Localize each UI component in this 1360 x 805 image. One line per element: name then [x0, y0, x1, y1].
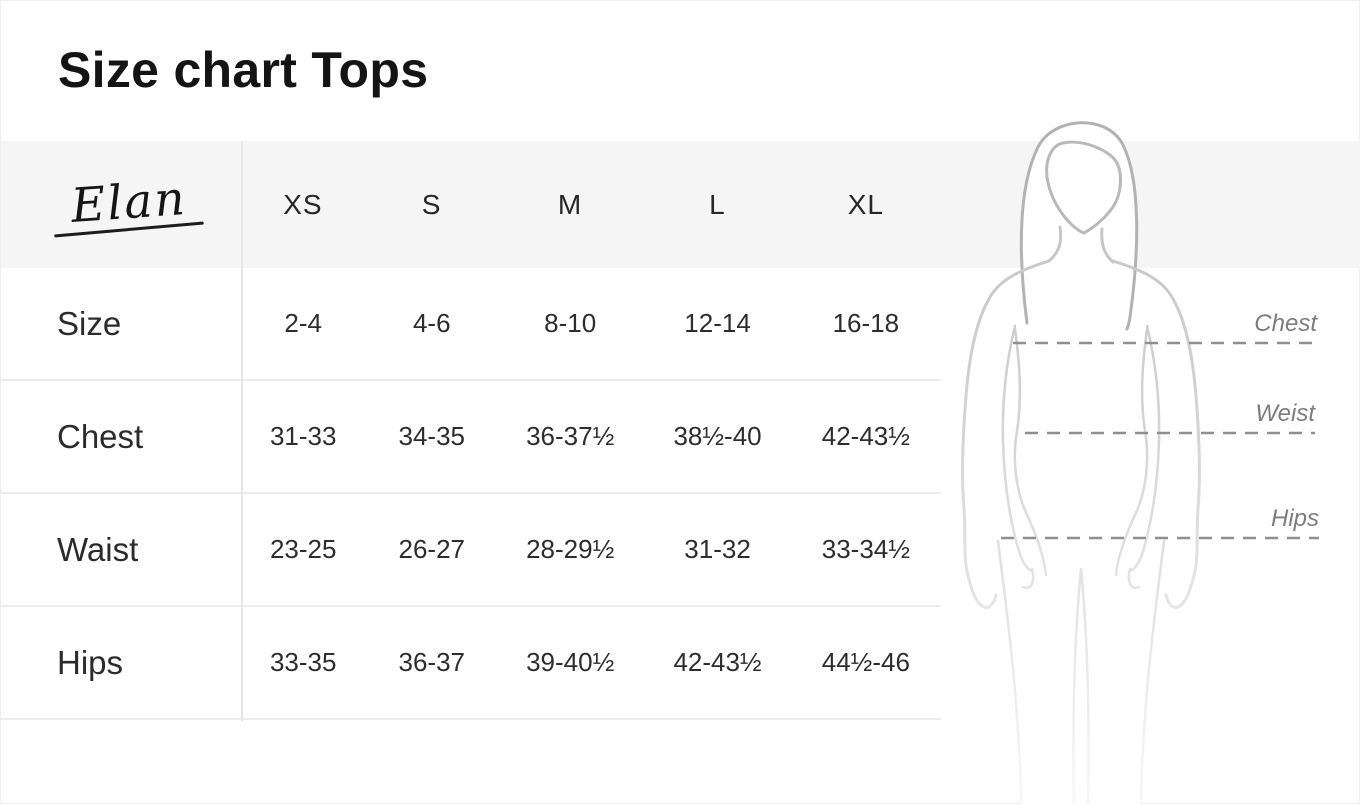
row-label-size: Size [57, 304, 122, 342]
column-header-xs: XS [283, 188, 323, 220]
body-silhouette-fill [962, 255, 1200, 805]
column-header-l: L [709, 188, 726, 220]
cell-chest-l: 38½-40 [673, 421, 762, 451]
cell-hips-l: 42-43½ [673, 647, 762, 677]
cell-hips-m: 39-40½ [526, 647, 615, 677]
table-row-waist: Waist 23-25 26-27 28-29½ 31-32 33-34½ [1, 494, 941, 607]
column-header-m: M [557, 188, 583, 220]
table-vertical-divider [241, 141, 243, 721]
hair-outline [1019, 121, 1139, 331]
cell-chest-xl: 42-43½ [821, 421, 910, 451]
cell-waist-xs: 23-25 [269, 534, 337, 564]
cell-size-xs: 2-4 [284, 308, 322, 338]
row-label-chest: Chest [57, 417, 144, 455]
cell-size-l: 12-14 [684, 308, 751, 338]
page-title: Size chart Tops [58, 42, 429, 98]
cell-size-m: 8-10 [544, 308, 597, 338]
cell-chest-m: 36-37½ [526, 421, 615, 451]
cell-waist-xl: 33-34½ [821, 534, 910, 564]
cell-waist-s: 26-27 [398, 534, 466, 564]
cell-hips-xs: 33-35 [269, 647, 337, 677]
brand-logo-cell: Elan [1, 171, 239, 238]
leg-inner-lines [1072, 567, 1090, 805]
inner-arm-lines [1001, 324, 1161, 590]
size-table-header-row: Elan XS S M L XL [1, 141, 941, 268]
hips-measurement-label: Hips [1271, 505, 1319, 532]
face-outline [1045, 140, 1122, 235]
table-row-chest: Chest 31-33 34-35 36-37½ 38½-40 42-43½ [1, 381, 941, 494]
arms-outline [961, 259, 1201, 609]
table-row-hips: Hips 33-35 36-37 39-40½ 42-43½ 44½-46 [1, 607, 941, 720]
cell-hips-xl: 44½-46 [821, 647, 910, 677]
cell-size-s: 4-6 [412, 308, 451, 338]
cell-waist-l: 31-32 [684, 534, 751, 564]
size-table: Elan XS S M L XL Size 2-4 4-6 8-10 12-14… [1, 141, 941, 720]
row-label-hips: Hips [57, 643, 124, 681]
cell-waist-m: 28-29½ [526, 534, 615, 564]
chest-measurement-label: Chest [1254, 310, 1318, 337]
leg-outer-lines [996, 539, 1166, 805]
column-header-s: S [421, 188, 442, 220]
neck-lines [1048, 225, 1115, 264]
waist-measurement-label: Weist [1255, 400, 1316, 427]
table-row-size: Size 2-4 4-6 8-10 12-14 16-18 [1, 268, 941, 381]
cell-chest-xs: 31-33 [269, 421, 337, 451]
body-figure-illustration: Chest Weist Hips [961, 121, 1319, 805]
cell-chest-s: 34-35 [398, 421, 466, 451]
cell-hips-s: 36-37 [398, 647, 466, 677]
cell-size-xl: 16-18 [832, 308, 900, 338]
brand-logo: Elan [69, 170, 189, 234]
column-header-xl: XL [847, 188, 884, 220]
row-label-waist: Waist [57, 530, 139, 568]
torso-lines [1013, 327, 1149, 577]
